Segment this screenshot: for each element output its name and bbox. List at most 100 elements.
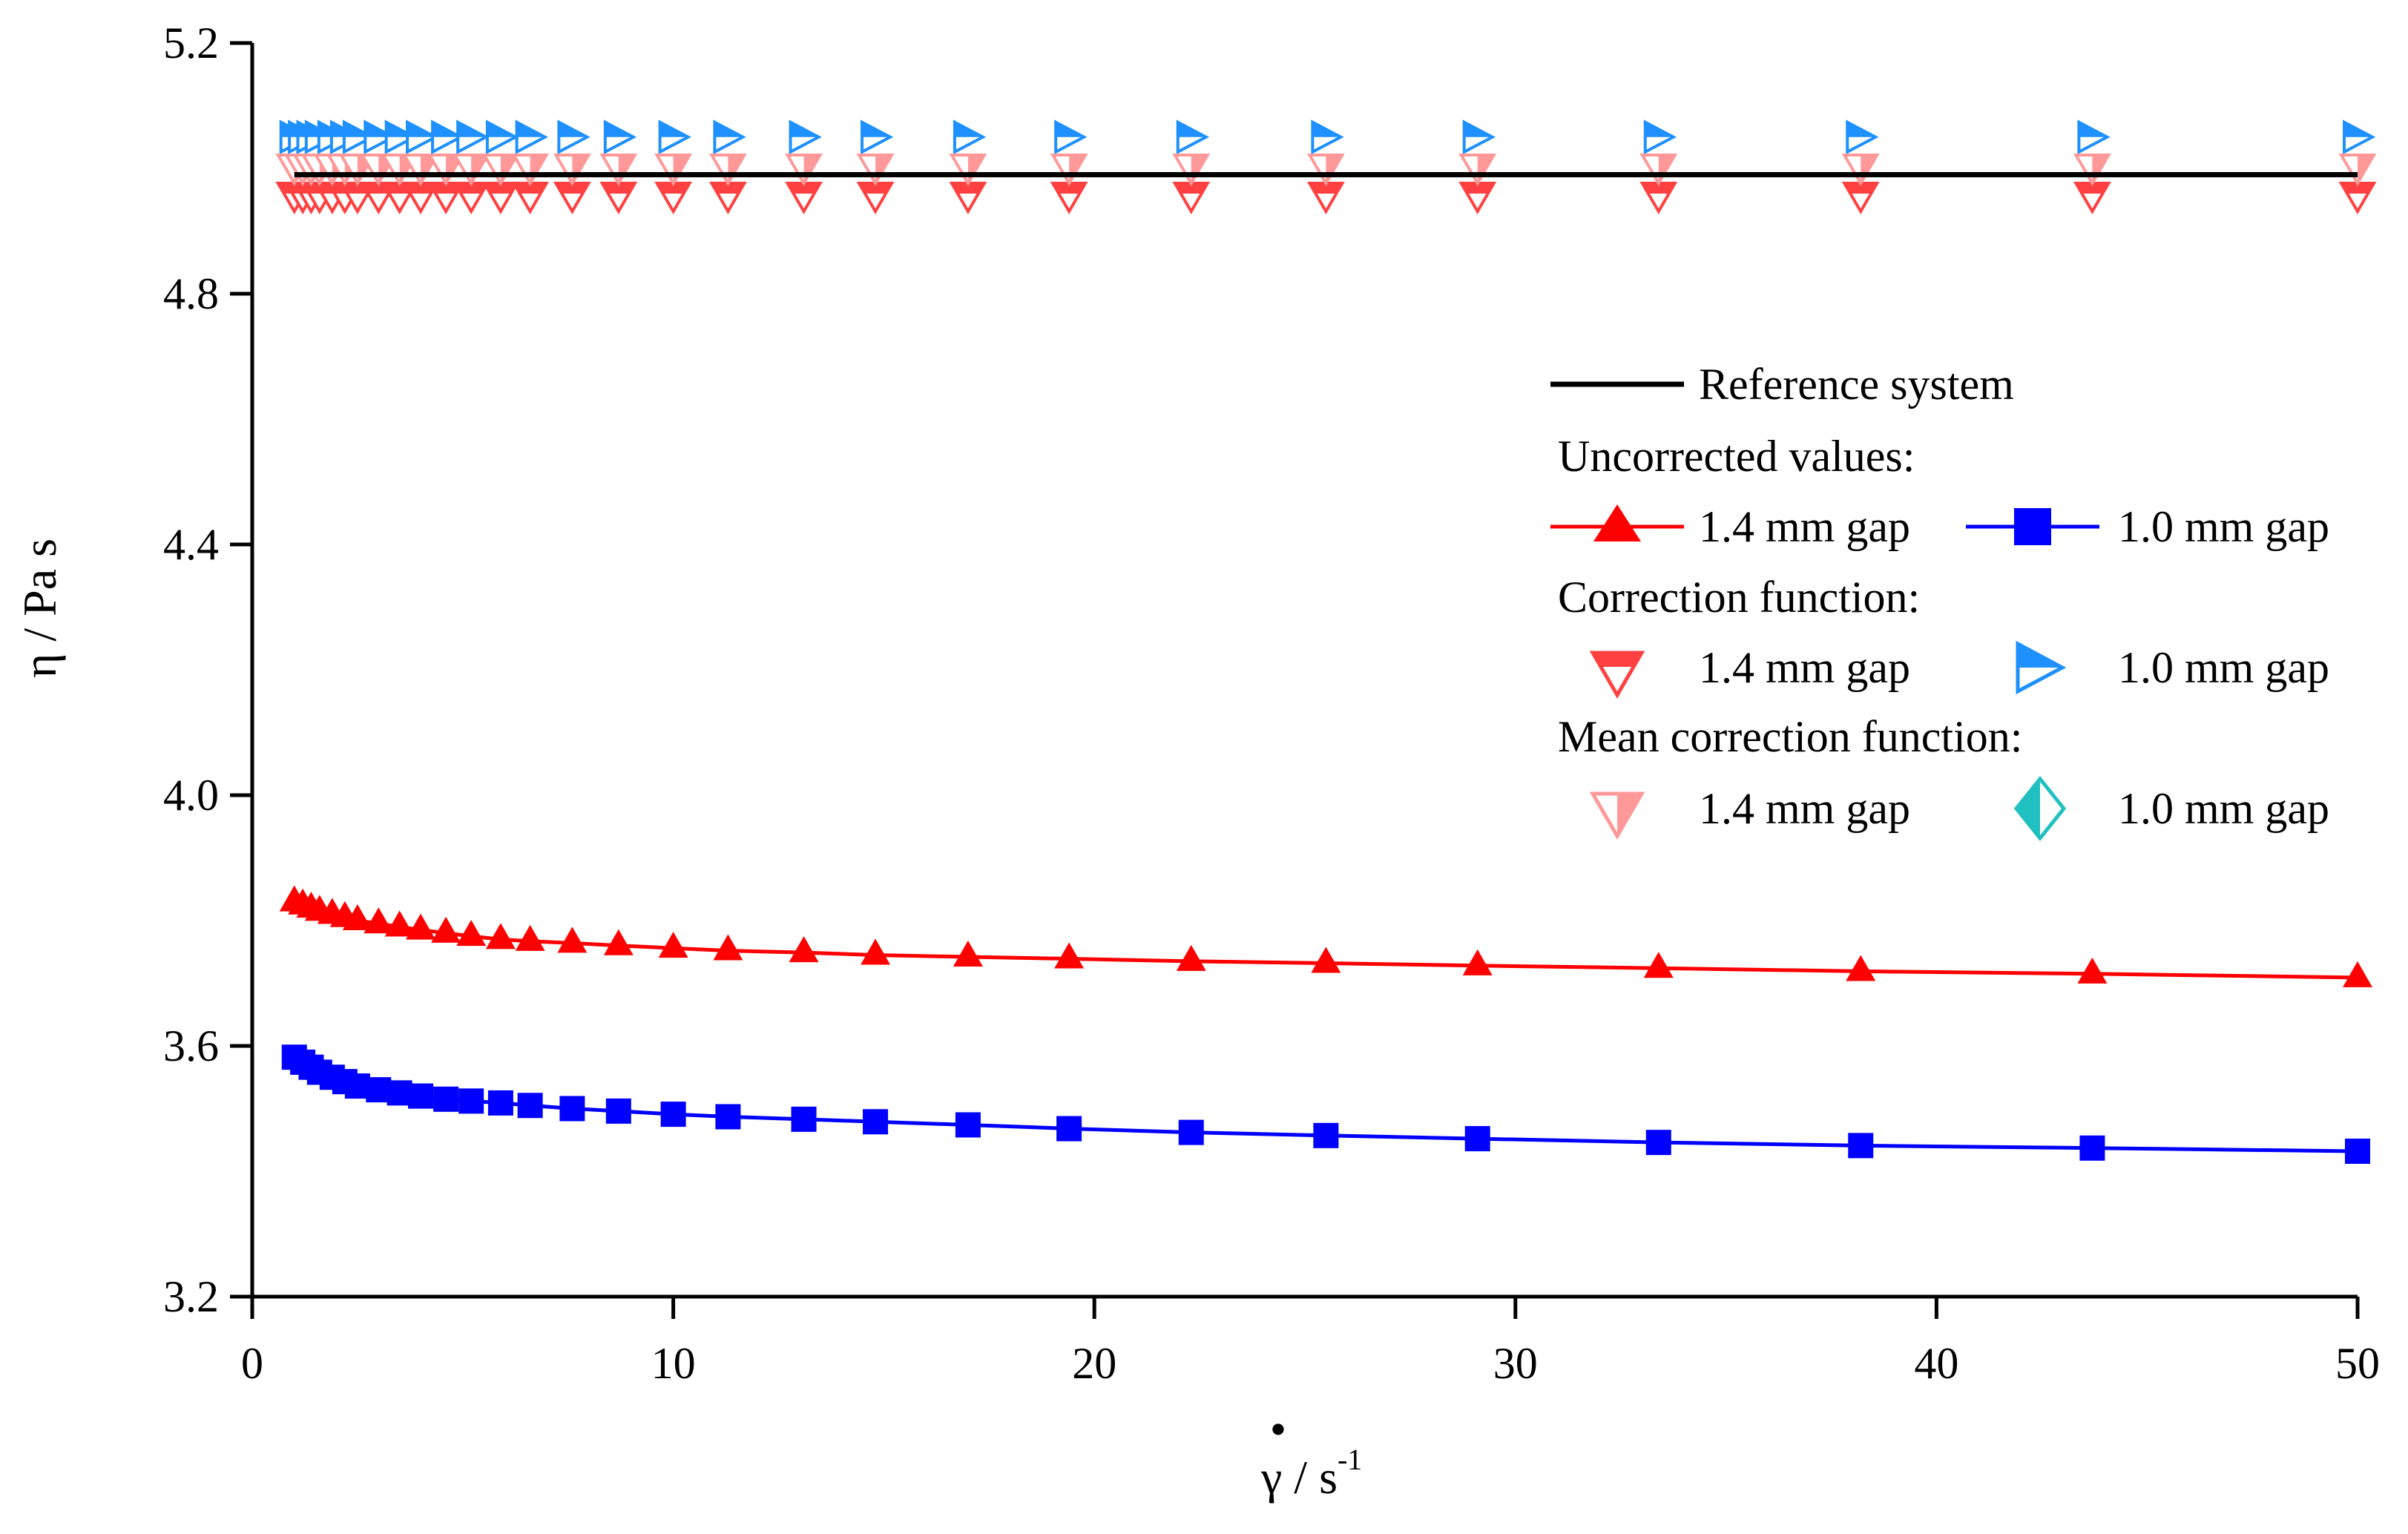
x-tick-label: 10 [651, 1339, 696, 1388]
x-tick-label: 30 [1493, 1339, 1538, 1388]
data-point [789, 936, 819, 963]
data-point [342, 904, 372, 930]
data-point [1462, 949, 1493, 975]
data-point [431, 119, 464, 155]
data-point [1639, 154, 1678, 186]
data-point [789, 119, 822, 155]
data-point [1846, 955, 1876, 981]
data-point [1458, 182, 1497, 215]
data-point [708, 182, 747, 215]
data-point [785, 182, 823, 215]
data-point [511, 182, 550, 215]
data-point [1313, 1122, 1339, 1148]
data-point [408, 1083, 434, 1109]
data-point [1458, 154, 1497, 186]
data-point [861, 938, 891, 965]
data-point [1054, 942, 1085, 969]
data-point [2338, 182, 2377, 215]
data-point [949, 154, 987, 186]
data-point [713, 934, 743, 961]
data-point [603, 929, 634, 955]
x-ticks: 0 10 20 30 40 50 [241, 1297, 2380, 1388]
data-point [511, 154, 550, 186]
data-point [363, 907, 394, 934]
data-point [949, 182, 987, 215]
data-point [515, 119, 548, 155]
y-tick-label: 3.6 [163, 1021, 219, 1070]
x-axis-title-text: γ / s-1 [1260, 1443, 1362, 1504]
data-point [553, 182, 591, 215]
series-mean-14 [275, 154, 2377, 186]
data-point [1306, 182, 1345, 215]
legend-group-uncorrected: Uncorrected values: [1558, 432, 1915, 481]
data-point [1846, 119, 1879, 155]
data-point [658, 932, 688, 958]
data-point [452, 182, 490, 215]
data-point [433, 1086, 459, 1112]
data-point [1645, 1130, 1671, 1156]
x-tick-label: 40 [1914, 1339, 1958, 1388]
data-point [517, 1093, 543, 1119]
data-point [1643, 119, 1677, 155]
series-uncorrected-10 [281, 1044, 2370, 1164]
data-point [1464, 1126, 1490, 1152]
data-point [953, 119, 987, 155]
data-point [485, 923, 516, 949]
data-point [363, 119, 397, 155]
legend-label-reference: Reference system [1699, 360, 2014, 409]
data-point [2073, 154, 2111, 186]
data-point [660, 1102, 686, 1128]
data-point [708, 154, 747, 186]
data-point [456, 119, 490, 155]
data-point [384, 910, 415, 937]
data-point [553, 154, 591, 186]
data-point [1172, 154, 1211, 186]
data-point [557, 926, 588, 953]
data-point [1050, 182, 1088, 215]
data-point [1841, 154, 1880, 186]
legend-marker-mean-10 [2013, 775, 2067, 842]
y-tick-label: 4.4 [163, 520, 219, 569]
data-point [1176, 944, 1206, 971]
data-point [603, 119, 637, 155]
series-uncorrected-14 [279, 885, 2372, 987]
data-point [856, 182, 895, 215]
data-point [791, 1106, 817, 1132]
data-point [2338, 154, 2377, 186]
data-point [481, 182, 520, 215]
data-point [861, 119, 894, 155]
data-point [654, 154, 693, 186]
data-point [1848, 1133, 1874, 1159]
data-point [1841, 182, 1880, 215]
legend-label-uncorrected-14: 1.4 mm gap [1699, 502, 1910, 551]
data-point [1643, 952, 1674, 978]
data-point [557, 119, 591, 155]
data-point [2345, 1138, 2370, 1164]
data-point [1050, 154, 1088, 186]
data-point [401, 182, 440, 215]
data-point [785, 154, 823, 186]
data-point [713, 119, 746, 155]
data-point [2343, 119, 2376, 155]
data-point [1054, 119, 1088, 155]
data-point [863, 1109, 889, 1135]
legend-marker-blue-square [2014, 508, 2051, 545]
legend-label-uncorrected-10: 1.0 mm gap [2118, 502, 2329, 551]
axes: 3.2 3.6 4.0 4.4 4.8 5.2 0 10 20 30 40 50 [163, 19, 2380, 1388]
data-point [344, 1073, 370, 1099]
legend-marker-correction-10 [2016, 640, 2067, 695]
x-axis-title-dot: • [1270, 1403, 1286, 1455]
legend-label-mean-10: 1.0 mm gap [2118, 784, 2329, 833]
x-tick-label: 50 [2335, 1339, 2380, 1388]
legend-group-mean-correction: Mean correction function: [1558, 712, 2022, 761]
data-point [481, 154, 520, 186]
data-point [515, 924, 545, 951]
y-tick-label: 4.0 [163, 771, 219, 820]
series-correction-14 [275, 182, 2377, 215]
plot-marks [275, 119, 2377, 1164]
series-correction-10 [279, 119, 2376, 155]
data-point [1311, 119, 1344, 155]
data-point [386, 1080, 412, 1106]
x-axis-title-unit: / s [1282, 1451, 1338, 1504]
data-point [1178, 1119, 1204, 1145]
